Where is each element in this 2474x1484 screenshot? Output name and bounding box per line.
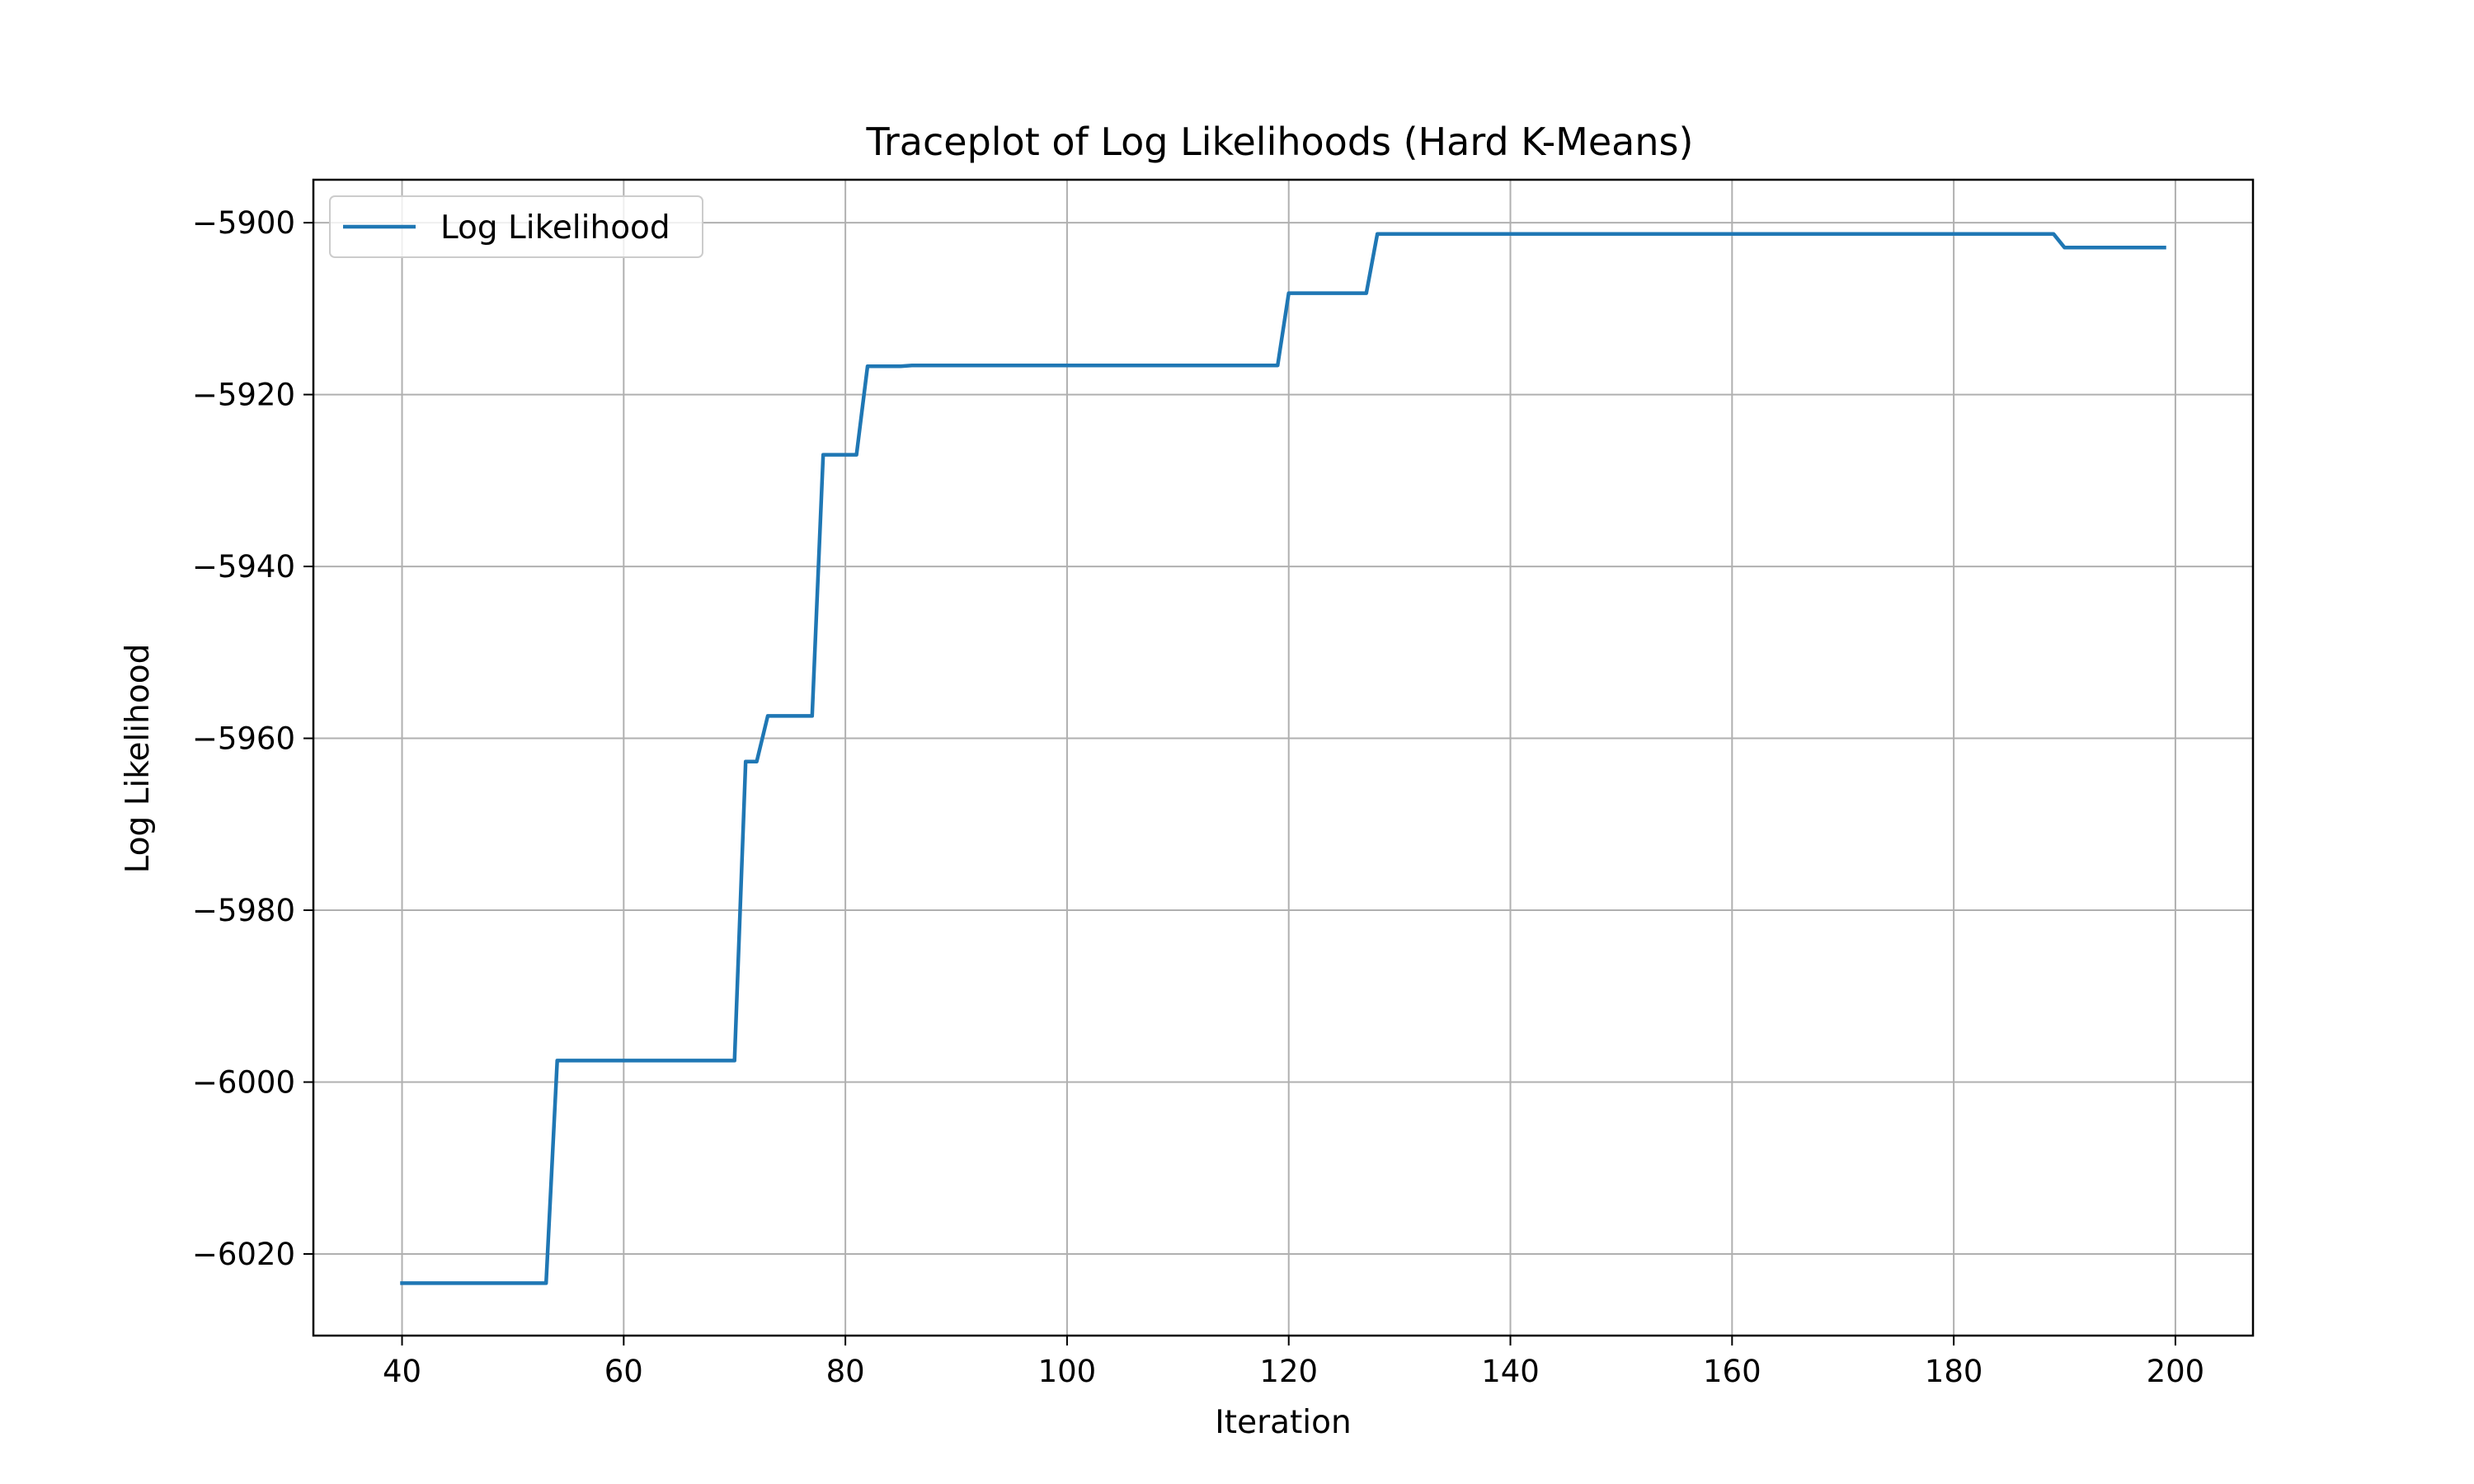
y-axis-ticks: −6020 −6000 −5980 −5960 −5940 −5920 −5900 bbox=[192, 205, 313, 1272]
x-tick-label: 200 bbox=[2147, 1354, 2205, 1389]
x-tick-label: 40 bbox=[383, 1354, 421, 1389]
series-layer bbox=[400, 232, 2166, 1285]
x-axis-title: Iteration bbox=[1215, 1404, 1351, 1441]
x-tick-label: 100 bbox=[1038, 1354, 1097, 1389]
x-tick-label: 180 bbox=[1925, 1354, 1983, 1389]
x-tick-label: 60 bbox=[604, 1354, 643, 1389]
x-tick-label: 80 bbox=[826, 1354, 865, 1389]
legend: Log Likelihood bbox=[329, 195, 703, 258]
y-tick-label: −5940 bbox=[192, 549, 295, 585]
plot-frame bbox=[312, 178, 2255, 1337]
x-tick-label: 120 bbox=[1259, 1354, 1318, 1389]
y-axis-title: Log Likelihood bbox=[120, 644, 157, 874]
y-tick-label: −6020 bbox=[192, 1237, 295, 1272]
grid bbox=[313, 180, 2253, 1336]
series-line-log-likelihood bbox=[400, 232, 2166, 1285]
x-tick-label: 160 bbox=[1703, 1354, 1761, 1389]
x-tick-label: 140 bbox=[1481, 1354, 1540, 1389]
y-tick-label: −6000 bbox=[192, 1064, 295, 1100]
y-tick-label: −5980 bbox=[192, 893, 295, 928]
chart-title: Traceplot of Log Likelihoods (Hard K-Mea… bbox=[866, 120, 1694, 164]
x-axis-ticks: 40 60 80 100 120 140 160 180 200 bbox=[383, 1336, 2204, 1389]
y-tick-label: −5960 bbox=[192, 721, 295, 757]
legend-label-log-likelihood: Log Likelihood bbox=[440, 209, 670, 247]
legend-box bbox=[329, 195, 703, 258]
y-tick-label: −5900 bbox=[192, 205, 295, 241]
y-tick-label: −5920 bbox=[192, 378, 295, 413]
